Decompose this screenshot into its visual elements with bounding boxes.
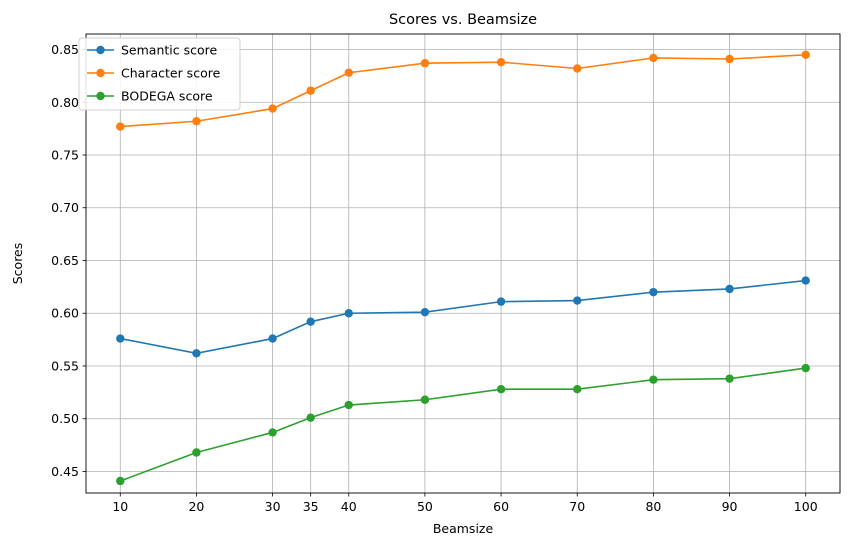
data-point xyxy=(344,68,353,77)
data-point xyxy=(801,50,810,59)
data-point xyxy=(496,384,506,394)
legend-item: Character score xyxy=(87,66,221,81)
y-axis-ticks: 0.45 0.50 0.55 0.60 0.65 0.70 0.75 0.80 0.85 xyxy=(51,42,86,479)
legend: Semantic score Character score BODEGA scor… xyxy=(78,37,241,111)
data-point xyxy=(192,448,201,457)
y-tick-label: 0.70 xyxy=(51,200,79,215)
x-tick-label: 60 xyxy=(493,499,509,514)
y-axis-label: Scores xyxy=(10,243,25,285)
x-tick-label: 40 xyxy=(341,499,357,514)
data-point xyxy=(573,296,582,305)
chart-title: Scores vs. Beamsize xyxy=(389,12,537,28)
x-tick-label: 80 xyxy=(645,499,661,514)
legend-marker xyxy=(96,91,105,101)
legend-label: BODEGA score xyxy=(121,89,213,104)
data-point xyxy=(268,104,277,113)
legend-box xyxy=(78,37,241,111)
data-point xyxy=(192,349,201,358)
data-point xyxy=(192,117,201,126)
legend-marker xyxy=(96,68,105,78)
data-point xyxy=(116,334,125,343)
data-point xyxy=(116,476,125,486)
series-0 xyxy=(116,276,810,358)
data-point xyxy=(268,428,277,437)
data-point xyxy=(420,395,430,404)
y-tick-label: 0.45 xyxy=(51,464,79,479)
x-tick-label: 35 xyxy=(303,499,319,514)
data-point xyxy=(306,413,315,422)
data-point xyxy=(649,375,658,384)
data-point xyxy=(725,374,734,383)
y-tick-label: 0.50 xyxy=(51,411,79,426)
x-tick-label: 100 xyxy=(794,499,818,514)
y-tick-label: 0.75 xyxy=(51,148,79,163)
data-point xyxy=(496,297,506,306)
legend-item: Semantic score xyxy=(87,43,218,58)
data-point xyxy=(420,59,430,68)
data-point xyxy=(801,363,810,373)
data-point xyxy=(420,307,430,317)
data-point xyxy=(725,284,734,294)
legend-item: BODEGA score xyxy=(87,89,213,104)
data-point xyxy=(344,400,353,410)
x-tick-label: 70 xyxy=(569,499,585,514)
plot-frame xyxy=(85,33,841,494)
x-tick-label: 90 xyxy=(722,499,738,514)
y-tick-label: 0.60 xyxy=(51,306,79,321)
data-point xyxy=(116,122,125,131)
data-point xyxy=(344,309,353,318)
legend-label: Semantic score xyxy=(121,43,218,58)
data-point xyxy=(649,53,658,63)
data-point xyxy=(573,64,582,73)
data-point xyxy=(306,86,315,95)
x-tick-label: 20 xyxy=(188,499,204,514)
x-tick-label: 30 xyxy=(265,499,281,514)
data-point xyxy=(268,334,277,343)
data-point xyxy=(649,287,658,297)
series-group xyxy=(116,50,810,486)
series-1 xyxy=(116,50,810,131)
data-point xyxy=(801,276,810,285)
data-point xyxy=(725,54,734,64)
y-tick-label: 0.85 xyxy=(51,42,79,57)
x-axis-ticks: 10 20 30 35 40 50 60 70 80 90 100 xyxy=(112,493,818,514)
y-tick-label: 0.65 xyxy=(51,253,79,268)
x-tick-label: 50 xyxy=(417,499,433,514)
data-point xyxy=(306,317,315,326)
legend-marker xyxy=(96,45,105,55)
data-point xyxy=(496,57,506,67)
y-tick-label: 0.55 xyxy=(51,358,79,373)
y-tick-label: 0.80 xyxy=(51,95,79,110)
legend-label: Character score xyxy=(121,66,221,81)
data-point xyxy=(573,384,582,394)
series-2 xyxy=(116,363,810,486)
x-tick-label: 10 xyxy=(112,499,128,514)
x-axis-label: Beamsize xyxy=(433,521,494,536)
